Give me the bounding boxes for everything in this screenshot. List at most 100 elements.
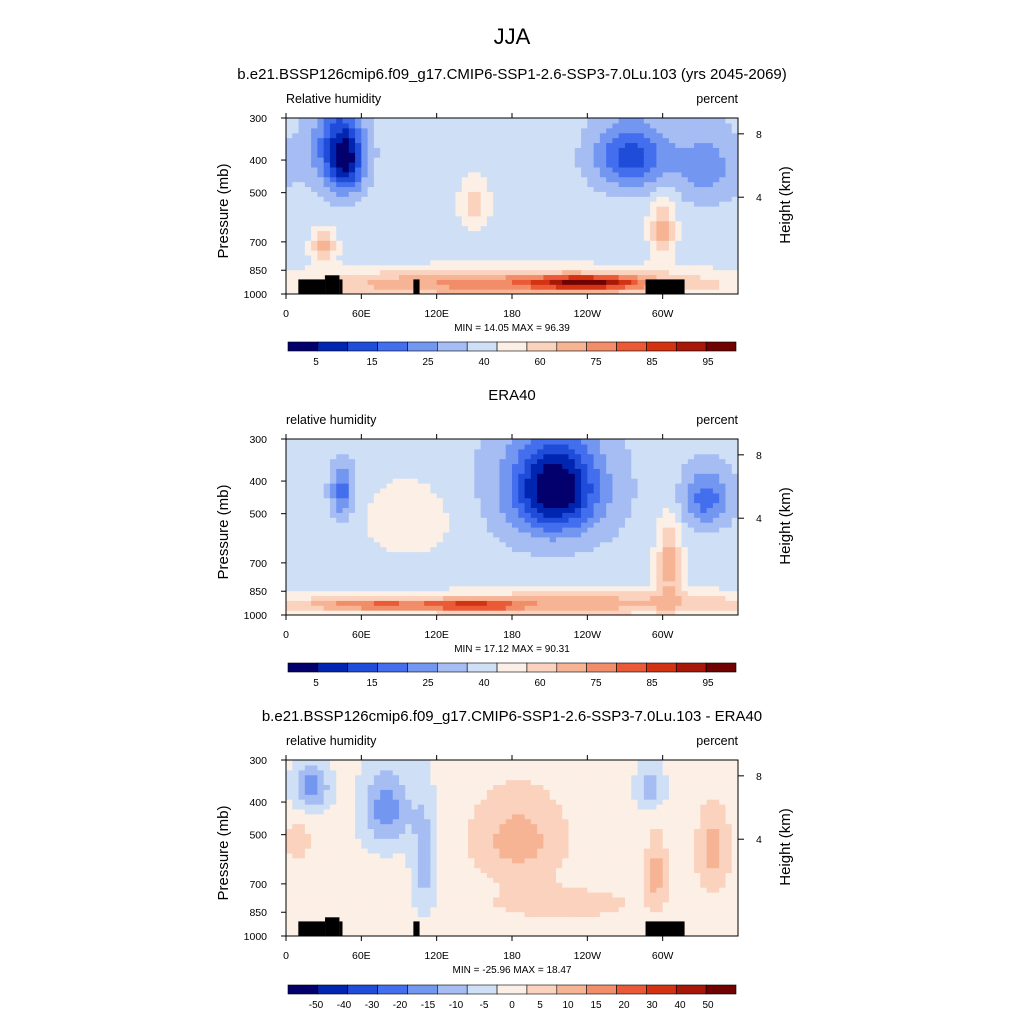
y-tick-label: 1000 [244, 289, 268, 301]
panel-title: b.e21.BSSP126cmip6.f09_g17.CMIP6-SSP1-2.… [262, 708, 762, 725]
y-right-tick-label: 4 [756, 513, 762, 525]
colorbar-label: 30 [646, 1000, 658, 1011]
left-label: relative humidity [286, 413, 377, 427]
panel-title: b.e21.BSSP126cmip6.f09_g17.CMIP6-SSP1-2.… [237, 66, 787, 83]
colorbar-swatch [407, 984, 438, 995]
colorbar-swatch [347, 984, 378, 995]
y-right-tick-label: 4 [756, 192, 762, 204]
units-label: percent [696, 734, 738, 748]
colorbar-swatch [675, 341, 707, 352]
units-label: percent [696, 413, 738, 427]
colorbar-swatch [705, 341, 737, 352]
colorbar-label: 25 [422, 357, 434, 368]
colorbar-swatch [437, 341, 468, 352]
x-tick-label: 120E [424, 629, 449, 641]
colorbar-swatch [466, 984, 498, 995]
contour-field [286, 439, 738, 615]
y-tick-label: 500 [249, 188, 267, 200]
y-axis-label-right: Height (km) [777, 808, 794, 886]
y-tick-label: 300 [249, 434, 267, 446]
colorbar-label: 40 [478, 357, 490, 368]
y-axis-label-right: Height (km) [777, 487, 794, 565]
colorbar-label: -15 [421, 1000, 436, 1011]
colorbar-swatch [466, 341, 498, 352]
y-axis-label: Pressure (mb) [215, 484, 232, 579]
colorbar-swatch [496, 984, 528, 995]
x-tick-label: 60W [652, 950, 674, 962]
colorbar-label: 85 [646, 678, 658, 689]
units-label: percent [696, 92, 738, 106]
colorbar-swatch [287, 341, 319, 352]
contour-field [286, 118, 738, 294]
y-tick-label: 500 [249, 509, 267, 521]
y-tick-label: 700 [249, 237, 267, 249]
colorbar-swatch [705, 662, 737, 673]
colorbar-swatch [347, 662, 378, 673]
colorbar-swatch [586, 341, 617, 352]
colorbar-swatch [317, 662, 349, 673]
colorbar-label: 25 [422, 678, 434, 689]
x-tick-label: 60E [352, 950, 371, 962]
panel-title: ERA40 [488, 387, 536, 404]
colorbar-swatch [646, 984, 677, 995]
y-right-tick-label: 4 [756, 834, 762, 846]
y-tick-label: 850 [249, 586, 267, 598]
colorbar-swatch [675, 662, 707, 673]
x-tick-label: 120W [574, 308, 602, 320]
colorbar-label: 5 [313, 678, 319, 689]
colorbar-swatch [616, 341, 647, 352]
colorbar-label: 5 [537, 1000, 543, 1011]
x-tick-label: 180 [503, 629, 521, 641]
y-tick-label: 1000 [244, 931, 268, 943]
colorbar-label: -30 [365, 1000, 380, 1011]
min-max-label: MIN = -25.96 MAX = 18.47 [453, 965, 572, 976]
colorbar-swatch [556, 662, 587, 673]
colorbar-swatch [616, 984, 647, 995]
x-tick-label: 0 [283, 308, 289, 320]
colorbar-swatch [616, 662, 647, 673]
colorbar-label: -20 [393, 1000, 408, 1011]
colorbar-swatch [586, 662, 617, 673]
colorbar-label: 10 [562, 1000, 574, 1011]
y-right-tick-label: 8 [756, 450, 762, 462]
colorbar-swatch [556, 984, 587, 995]
figure-title: JJA [494, 24, 531, 49]
colorbar-swatch [377, 984, 408, 995]
colorbar-swatch [496, 662, 528, 673]
x-tick-label: 180 [503, 950, 521, 962]
colorbar-label: 95 [702, 678, 714, 689]
x-tick-label: 120E [424, 950, 449, 962]
y-tick-label: 700 [249, 558, 267, 570]
x-tick-label: 120W [574, 950, 602, 962]
colorbar-swatch [317, 984, 349, 995]
colorbar-label: 50 [702, 1000, 714, 1011]
colorbar-label: 40 [674, 1000, 686, 1011]
colorbar-swatch [526, 662, 558, 673]
colorbar-label: 15 [366, 678, 378, 689]
colorbar-label: -10 [449, 1000, 464, 1011]
left-label: relative humidity [286, 734, 377, 748]
colorbar-swatch [377, 662, 408, 673]
x-tick-label: 60E [352, 629, 371, 641]
colorbar-label: 60 [534, 357, 546, 368]
colorbar-swatch [556, 341, 587, 352]
colorbar-swatch [466, 662, 498, 673]
x-tick-label: 60W [652, 629, 674, 641]
colorbar-swatch [526, 984, 558, 995]
min-max-label: MIN = 14.05 MAX = 96.39 [454, 323, 570, 334]
terrain-mask [298, 917, 685, 936]
contour-field [286, 760, 738, 936]
x-tick-label: 0 [283, 950, 289, 962]
y-axis-label-right: Height (km) [777, 166, 794, 244]
colorbar-swatch [586, 984, 617, 995]
y-axis-label: Pressure (mb) [215, 805, 232, 900]
colorbar-label: 95 [702, 357, 714, 368]
colorbar-label: -40 [337, 1000, 352, 1011]
colorbar-label: 40 [478, 678, 490, 689]
panels: b.e21.BSSP126cmip6.f09_g17.CMIP6-SSP1-2.… [215, 66, 794, 1011]
colorbar-swatch [675, 984, 707, 995]
left-label: Relative humidity [286, 92, 382, 106]
x-tick-label: 60E [352, 308, 371, 320]
panel-3: b.e21.BSSP126cmip6.f09_g17.CMIP6-SSP1-2.… [215, 708, 794, 1011]
y-tick-label: 700 [249, 879, 267, 891]
